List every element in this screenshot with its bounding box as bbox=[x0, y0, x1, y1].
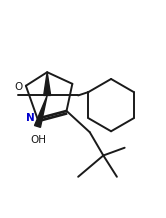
Polygon shape bbox=[35, 95, 47, 127]
Text: OH: OH bbox=[30, 135, 46, 145]
Text: N: N bbox=[26, 113, 35, 123]
Polygon shape bbox=[44, 72, 51, 95]
Text: O: O bbox=[14, 82, 23, 92]
